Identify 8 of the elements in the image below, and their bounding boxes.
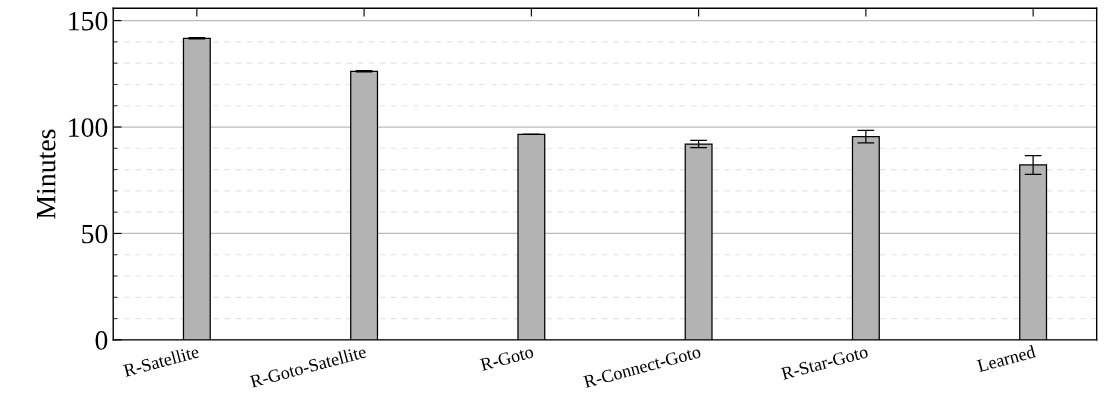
y-tick-label: 100 — [69, 118, 108, 137]
y-tick-label: 0 — [95, 331, 108, 350]
y-axis-title: Minutes — [36, 129, 56, 219]
y-tick-label: 50 — [82, 224, 108, 244]
y-tick-label: 150 — [69, 11, 108, 31]
x-tick-label: R-Goto — [479, 345, 534, 371]
x-tick-label: Learned — [976, 344, 1037, 373]
x-tick-label: R-Satellite — [122, 344, 200, 377]
